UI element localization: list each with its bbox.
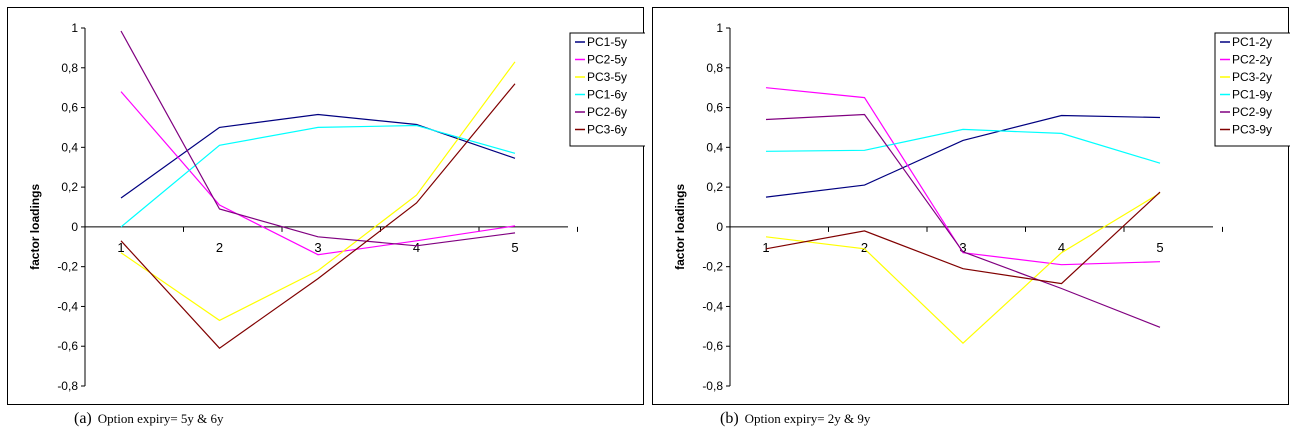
y-tick-label: -0,6: [57, 339, 78, 353]
series-line-pc2-2y: [765, 87, 1161, 266]
series-line-pc2-6y: [120, 30, 516, 247]
x-tick-label: 3: [959, 240, 966, 255]
y-tick-label: 0,2: [61, 180, 78, 194]
y-tick-label: -0,8: [702, 379, 723, 393]
y-tick-label: 0,2: [706, 180, 723, 194]
caption-a-text: Option expiry= 5y & 6y: [97, 411, 224, 426]
y-tick-label: 0,4: [706, 140, 723, 154]
y-tick-label: 0,4: [61, 140, 78, 154]
chart-panel-a: 1 0,8 0,6 0,4 0,2 0 -0,2 -0,4 -0,6 -0,8 1 2 3 4 5 facto…: [7, 7, 645, 405]
legend-entry: PC3-2y: [1232, 70, 1272, 84]
legend-entry: PC3-9y: [1232, 123, 1272, 137]
x-tick-label: 1: [762, 240, 769, 255]
series-line-pc3-9y: [765, 191, 1161, 285]
caption-b: (b) Option expiry= 2y & 9y: [720, 410, 870, 428]
x-tick-label: 3: [314, 240, 321, 255]
caption-a: (a) Option expiry= 5y & 6y: [74, 410, 224, 428]
legend-entry: PC1-5y: [587, 35, 627, 49]
caption-a-tag: (a): [74, 410, 92, 427]
series-line-pc3-6y: [120, 83, 516, 349]
series-line-pc3-5y: [120, 61, 516, 322]
series-line-pc3-2y: [765, 192, 1161, 345]
y-tick-label: -0,6: [702, 339, 723, 353]
line-chart-b: 1 0,8 0,6 0,4 0,2 0 -0,2 -0,4 -0,6 -0,8 1 2 3 4 5 facto…: [673, 21, 1290, 393]
y-tick-label: -0,4: [702, 299, 723, 313]
legend-box: [569, 32, 645, 147]
y-axis-title: factor loadings: [28, 184, 42, 270]
legend-entry: PC1-2y: [1232, 35, 1272, 49]
x-tick-label: 5: [1156, 240, 1163, 255]
y-tick-label: -0,4: [57, 299, 78, 313]
y-tick-label: 0: [71, 220, 78, 234]
chart-panel-b: 1 0,8 0,6 0,4 0,2 0 -0,2 -0,4 -0,6 -0,8 1 2 3 4 5 facto…: [652, 7, 1290, 405]
x-tick-label: 4: [1058, 240, 1065, 255]
y-tick-label: 0,8: [706, 61, 723, 75]
series-line-pc2-5y: [120, 91, 516, 256]
caption-b-text: Option expiry= 2y & 9y: [744, 411, 871, 426]
y-tick-label: 1: [716, 21, 723, 35]
y-tick-label: 0,8: [61, 61, 78, 75]
y-tick-label: 0,6: [706, 101, 723, 115]
legend-entry: PC2-9y: [1232, 105, 1272, 119]
legend-entry: PC2-6y: [587, 105, 627, 119]
x-tick-label: 2: [216, 240, 223, 255]
legend-entry: PC3-6y: [587, 123, 627, 137]
x-tick-label: 5: [511, 240, 518, 255]
x-tick-label: 1: [117, 240, 124, 255]
series-line-pc1-9y: [765, 128, 1161, 164]
legend-entry: PC3-5y: [587, 70, 627, 84]
y-tick-label: 0,6: [61, 101, 78, 115]
y-tick-label: -0,8: [57, 379, 78, 393]
series-line-pc2-9y: [765, 113, 1161, 328]
x-tick-label: 4: [413, 240, 420, 255]
x-tick-label: 2: [861, 240, 868, 255]
y-tick-label: -0,2: [702, 260, 723, 274]
series-line-pc1-2y: [765, 114, 1161, 198]
legend-entry: PC1-6y: [587, 88, 627, 102]
y-tick-label: 0: [716, 220, 723, 234]
y-tick-label: 1: [71, 21, 78, 35]
y-axis-title: factor loadings: [673, 184, 687, 270]
legend-entry: PC2-2y: [1232, 53, 1272, 67]
caption-b-tag: (b): [720, 410, 739, 427]
series-line-pc1-5y: [120, 113, 516, 199]
line-chart-a: 1 0,8 0,6 0,4 0,2 0 -0,2 -0,4 -0,6 -0,8 1 2 3 4 5 facto…: [28, 21, 645, 393]
series-line-pc1-6y: [120, 124, 516, 228]
legend-box: [1214, 32, 1290, 147]
legend-entry: PC1-9y: [1232, 88, 1272, 102]
y-tick-label: -0,2: [57, 260, 78, 274]
legend-entry: PC2-5y: [587, 53, 627, 67]
